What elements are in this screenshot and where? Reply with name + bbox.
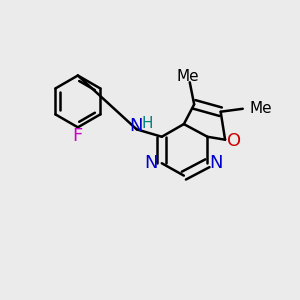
Text: H: H bbox=[141, 116, 153, 131]
Text: Me: Me bbox=[249, 101, 272, 116]
Text: N: N bbox=[129, 117, 143, 135]
Text: Me: Me bbox=[177, 69, 200, 84]
Text: F: F bbox=[73, 127, 83, 145]
Text: N: N bbox=[144, 154, 157, 172]
Text: O: O bbox=[227, 132, 242, 150]
Text: N: N bbox=[209, 154, 222, 172]
